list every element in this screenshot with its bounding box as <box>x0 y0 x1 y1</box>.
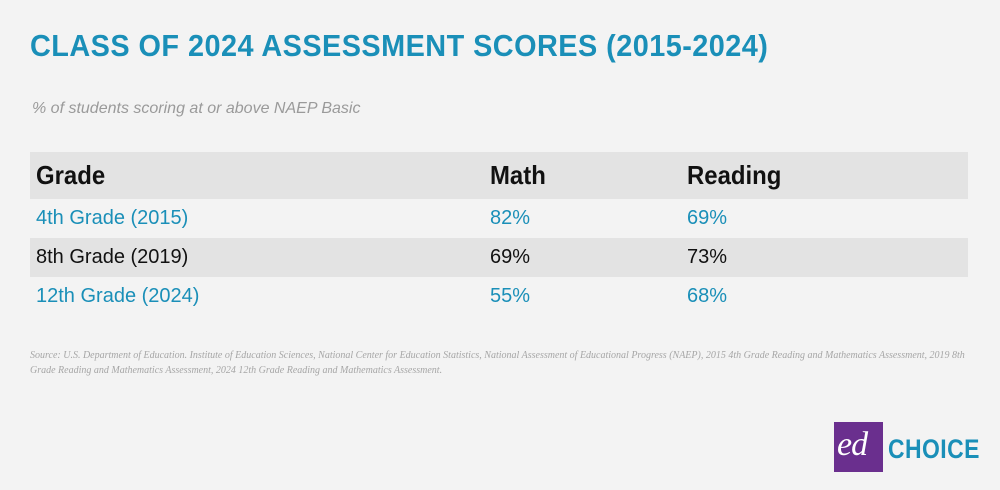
grade-cell: 8th Grade (2019) <box>30 238 484 277</box>
edchoice-logo: ed CHOICE <box>834 422 979 472</box>
grade-cell: 12th Grade (2024) <box>30 277 484 316</box>
table-row: 4th Grade (2015) 82% 69% <box>30 199 968 238</box>
logo-choice-text: CHOICE <box>888 434 980 464</box>
reading-cell: 68% <box>681 277 968 316</box>
logo-mark: ed <box>834 422 883 472</box>
table-row: 8th Grade (2019) 69% 73% <box>30 238 968 277</box>
reading-cell: 73% <box>681 238 968 277</box>
math-cell: 69% <box>484 238 681 277</box>
table-header-row: Grade Math Reading <box>30 152 968 199</box>
math-cell: 82% <box>484 199 681 238</box>
math-cell: 55% <box>484 277 681 316</box>
grade-cell: 4th Grade (2015) <box>30 199 484 238</box>
scores-table: Grade Math Reading 4th Grade (2015) 82% … <box>30 152 968 316</box>
column-header-reading: Reading <box>681 152 968 199</box>
page-title: CLASS OF 2024 ASSESSMENT SCORES (2015-20… <box>30 28 769 63</box>
column-header-grade: Grade <box>30 152 484 199</box>
column-header-math: Math <box>484 152 681 199</box>
logo-ed-text: ed <box>837 426 868 463</box>
reading-cell: 69% <box>681 199 968 238</box>
table-row: 12th Grade (2024) 55% 68% <box>30 277 968 316</box>
chart-subtitle: % of students scoring at or above NAEP B… <box>32 100 361 117</box>
source-note: Source: U.S. Department of Education. In… <box>30 350 965 376</box>
